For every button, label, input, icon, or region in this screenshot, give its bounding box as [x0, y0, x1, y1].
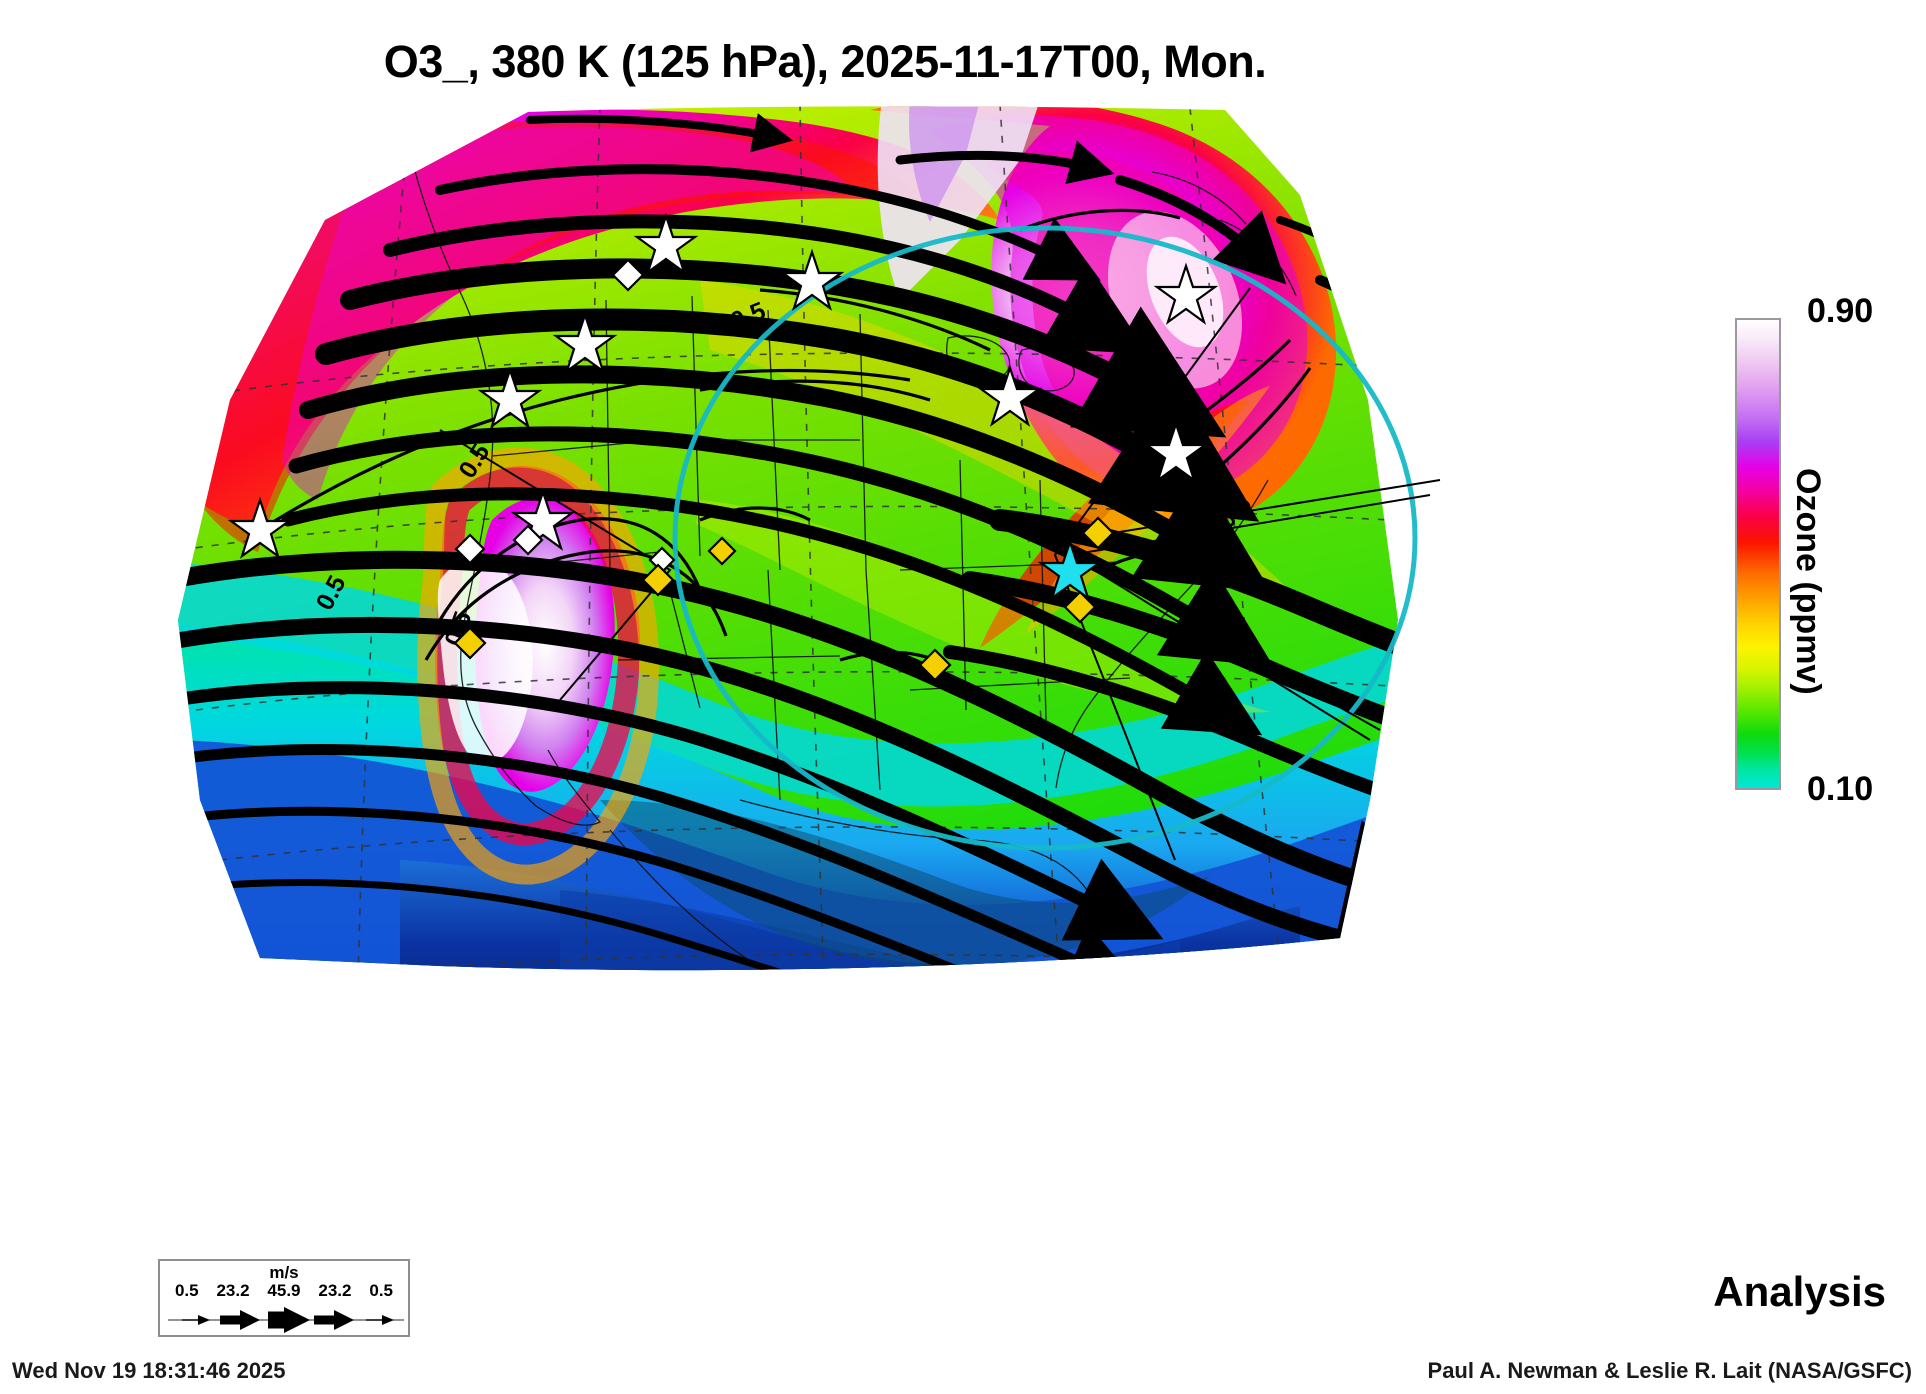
station-marker[interactable] — [633, 212, 699, 275]
station-marker[interactable] — [227, 496, 293, 559]
site-marker[interactable] — [641, 563, 675, 597]
colorbar: 0.90 0.10 Ozone (ppmv) — [1735, 292, 1873, 808]
site-marker[interactable] — [512, 524, 544, 556]
site-marker[interactable] — [1063, 590, 1097, 624]
station-marker[interactable] — [477, 366, 543, 429]
page-title: O3_, 380 K (125 hPa), 2025-11-17T00, Mon… — [383, 36, 1267, 87]
station-marker[interactable] — [1143, 420, 1209, 483]
colorbar-min-label: 0.10 — [1807, 770, 1874, 808]
wind-streamlines — [178, 113, 1398, 971]
site-markers[interactable] — [453, 258, 1115, 682]
range-ring — [672, 225, 1418, 851]
station-marker[interactable] — [510, 488, 576, 551]
site-marker[interactable] — [918, 648, 952, 682]
station-marker[interactable] — [977, 364, 1043, 427]
wind-legend-arrow-scale — [168, 1307, 404, 1333]
render-timestamp: Wed Nov 19 18:31:46 2025 — [12, 1358, 286, 1383]
wind-legend-value: 45.9 — [267, 1281, 301, 1300]
ozone-map[interactable]: 0.5 0.5 0.5 0.5 0.5 0.5 — [140, 100, 1560, 1030]
station-marker[interactable] — [779, 248, 845, 311]
wind-legend-value: 23.2 — [318, 1281, 352, 1300]
wind-speed-legend: m/s 0.5 23.2 45.9 23.2 0.5 — [158, 1259, 410, 1337]
station-marker[interactable] — [1037, 538, 1103, 601]
author-credit: Paul A. Newman & Leslie R. Lait (NASA/GS… — [1427, 1358, 1912, 1383]
colorbar-axis-label: Ozone (ppmv) — [1789, 468, 1827, 695]
station-marker[interactable] — [552, 311, 618, 374]
analysis-label: Analysis — [1713, 1268, 1886, 1315]
station-marker[interactable] — [1153, 262, 1219, 325]
colorbar-gradient — [1735, 318, 1781, 790]
station-markers[interactable] — [227, 212, 1219, 601]
wind-legend-unit: m/s — [269, 1263, 299, 1282]
wind-legend-value: 0.5 — [174, 1281, 199, 1300]
wind-legend-values: 0.5 23.2 45.9 23.2 0.5 — [160, 1281, 408, 1301]
wind-legend-value: 0.5 — [369, 1281, 393, 1300]
site-marker[interactable] — [454, 533, 486, 565]
cyan-circle-icon — [672, 225, 1418, 851]
site-marker[interactable] — [453, 626, 487, 660]
colorbar-max-label: 0.90 — [1807, 292, 1874, 330]
map-panel[interactable]: 0.5 0.5 0.5 0.5 0.5 0.5 — [140, 100, 1560, 1030]
site-marker[interactable] — [611, 258, 645, 292]
wind-legend-value: 23.2 — [216, 1281, 250, 1300]
site-marker[interactable] — [1081, 516, 1115, 550]
site-marker[interactable] — [707, 536, 737, 566]
